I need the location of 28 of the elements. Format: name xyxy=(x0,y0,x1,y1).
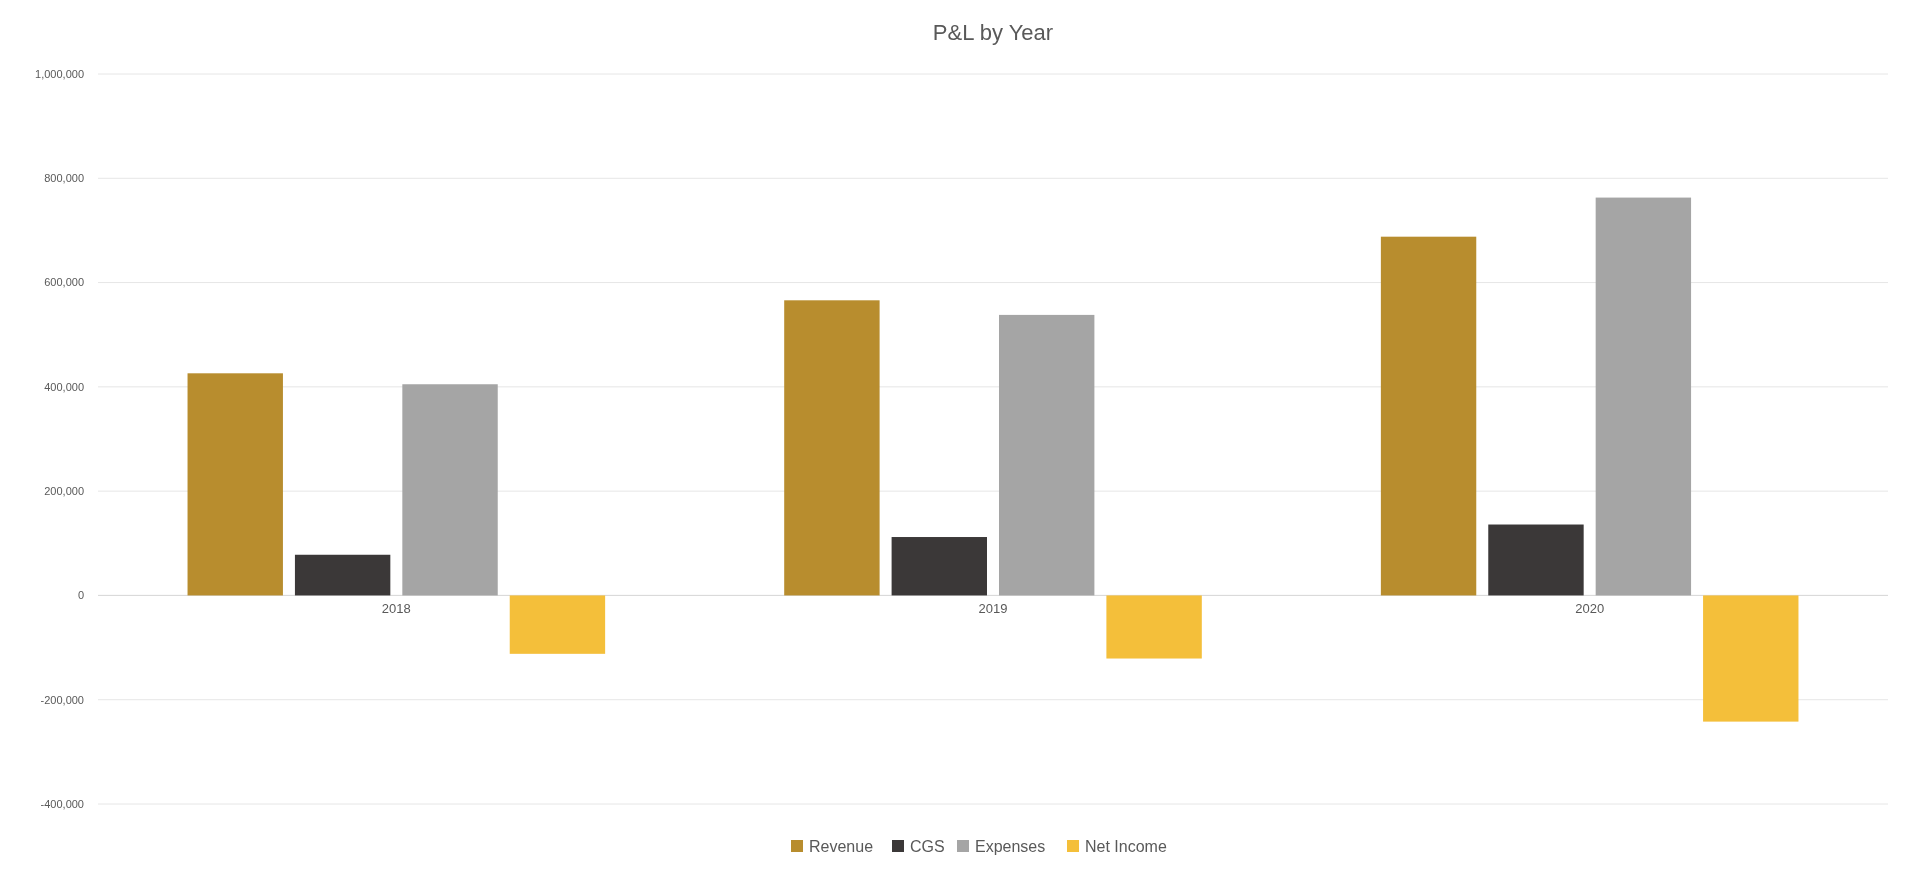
bar xyxy=(1106,595,1202,659)
y-tick-label: -200,000 xyxy=(40,693,84,706)
x-tick-label: 2020 xyxy=(1575,601,1605,617)
bar xyxy=(1595,197,1692,596)
y-tick-label: 200,000 xyxy=(44,484,84,497)
bar xyxy=(891,537,987,596)
y-tick-label: 400,000 xyxy=(44,380,84,393)
bar xyxy=(1380,236,1477,596)
y-tick-label: -400,000 xyxy=(40,797,84,810)
y-tick-label: 0 xyxy=(77,589,84,602)
bar xyxy=(1703,595,1799,722)
bar xyxy=(402,384,498,596)
bar xyxy=(509,595,606,654)
bar xyxy=(187,373,283,596)
y-tick-label: 800,000 xyxy=(44,172,84,185)
bar xyxy=(294,554,391,596)
legend-label: Net Income xyxy=(1085,837,1167,855)
legend-label: Revenue xyxy=(809,837,874,855)
legend-label: Expenses xyxy=(975,837,1046,855)
x-tick-label: 2018 xyxy=(381,601,411,617)
y-tick-label: 600,000 xyxy=(44,276,84,289)
bar xyxy=(999,314,1095,596)
x-tick-label: 2019 xyxy=(978,601,1008,617)
legend-label: CGS xyxy=(910,837,945,855)
bar xyxy=(1488,524,1584,596)
bar xyxy=(784,300,880,596)
chart-title: P&L by Year xyxy=(932,20,1054,45)
y-tick-label: 1,000,000 xyxy=(35,67,84,80)
